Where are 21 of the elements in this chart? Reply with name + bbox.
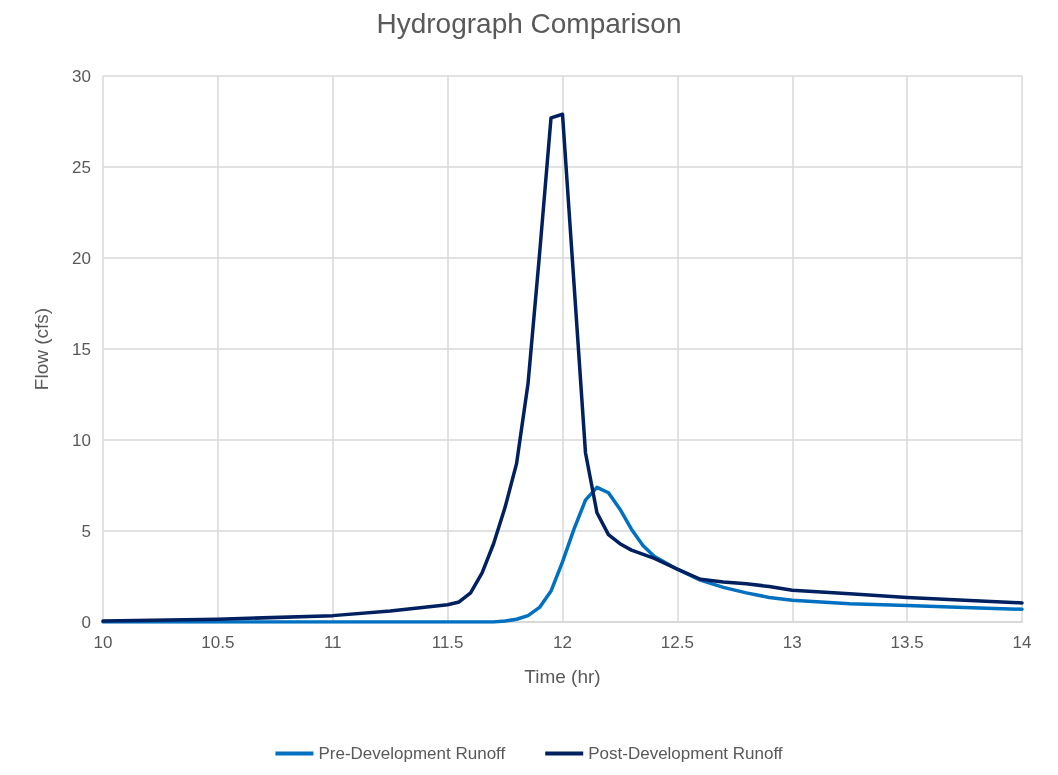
x-tick-label: 10: [93, 633, 113, 652]
x-tick-label: 12.5: [660, 633, 694, 652]
x-axis-title: Time (hr): [524, 666, 601, 687]
x-tick-label: 13: [782, 633, 802, 652]
x-tick-label: 11.5: [431, 633, 464, 652]
x-tick-label: 13.5: [890, 633, 924, 652]
y-tick-label: 25: [72, 157, 91, 177]
x-tick-label: 14: [1012, 633, 1032, 652]
y-tick-label: 20: [72, 248, 91, 268]
y-axis-title: Flow (cfs): [31, 307, 52, 391]
y-tick-label: 0: [81, 612, 91, 632]
y-tick-label: 15: [72, 339, 91, 359]
x-tick-label: 12: [553, 633, 572, 652]
y-tick-label: 10: [72, 430, 91, 450]
chart-title: Hydrograph Comparison: [376, 7, 682, 39]
x-tick-label: 10.5: [201, 633, 235, 652]
legend-label: Post-Development Runoff: [588, 744, 783, 763]
x-tick-label: 11: [323, 633, 342, 652]
legend-label: Pre-Development Runoff: [318, 744, 506, 763]
y-tick-label: 5: [81, 521, 91, 541]
y-tick-label: 30: [72, 66, 91, 86]
